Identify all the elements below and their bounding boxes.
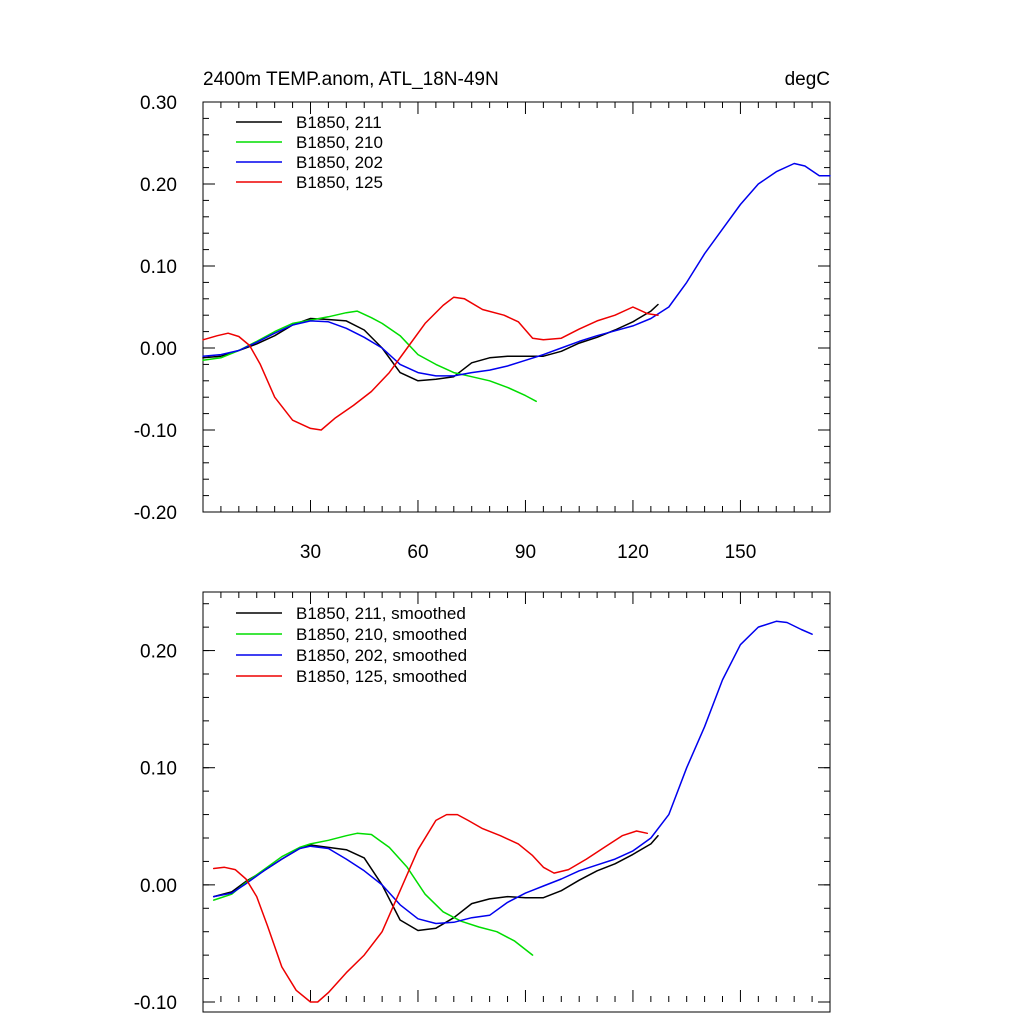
bottom-chart-panel: -0.100.000.100.20 B1850, 211, smoothedB1…: [134, 591, 831, 1014]
series-line-b1850-211-smoothed: [212, 834, 659, 932]
bottom-chart-ticks: -0.10 0.00 0.10 0.20: [134, 592, 830, 1014]
top-plot-frame: [202, 101, 831, 513]
y-tick-label: 0.10: [140, 257, 177, 278]
y-tick-label: -0.10: [134, 993, 177, 1014]
y-tick-label: 0.30: [140, 93, 177, 114]
legend-label: B1850, 210: [296, 133, 383, 152]
top-chart-ticks: -0.20 -0.10 0.00 0.10 0.20 0.30 30 60 90 120 150: [134, 93, 830, 563]
bottom-chart-legend: B1850, 211, smoothed B1850, 210, smoothed…: [236, 604, 467, 686]
legend-label: B1850, 202, smoothed: [296, 646, 467, 665]
y-tick-label: 0.20: [140, 642, 177, 663]
y-tick-label: 0.10: [140, 759, 177, 780]
bottom-chart-series: [212, 620, 813, 1003]
series-line-b1850-202: [202, 162, 831, 377]
x-tick-label: 60: [407, 542, 428, 563]
y-tick-label: 0.20: [140, 175, 177, 196]
legend-label: B1850, 211: [296, 113, 382, 132]
top-chart-panel: 2400m TEMP.anom, ATL_18N-49N degC -0.20-…: [134, 69, 831, 563]
y-tick-label: 0.00: [140, 339, 177, 360]
top-chart-title: 2400m TEMP.anom, ATL_18N-49N: [203, 69, 499, 90]
series-line-b1850-211: [202, 303, 659, 382]
y-tick-label: 0.00: [140, 876, 177, 897]
bottom-plot-frame: [202, 591, 831, 1013]
series-line-b1850-125-smoothed: [212, 813, 649, 1003]
series-line-b1850-202-smoothed: [212, 620, 813, 925]
y-tick-label: -0.20: [134, 503, 177, 524]
x-tick-label: 30: [300, 542, 321, 563]
x-tick-label: 150: [725, 542, 757, 563]
top-chart-units: degC: [785, 69, 830, 90]
top-chart-series: [202, 162, 831, 431]
y-tick-label: -0.10: [134, 421, 177, 442]
legend-label: B1850, 211, smoothed: [296, 604, 466, 623]
legend-label: B1850, 202: [296, 153, 383, 172]
series-line-b1850-210: [202, 310, 537, 403]
legend-label: B1850, 210, smoothed: [296, 625, 467, 644]
legend-label: B1850, 125, smoothed: [296, 667, 467, 686]
legend-label: B1850, 125: [296, 173, 383, 192]
series-line-b1850-125: [202, 296, 659, 431]
x-tick-label: 90: [515, 542, 536, 563]
x-tick-label: 120: [617, 542, 649, 563]
series-line-b1850-210-smoothed: [212, 832, 534, 956]
